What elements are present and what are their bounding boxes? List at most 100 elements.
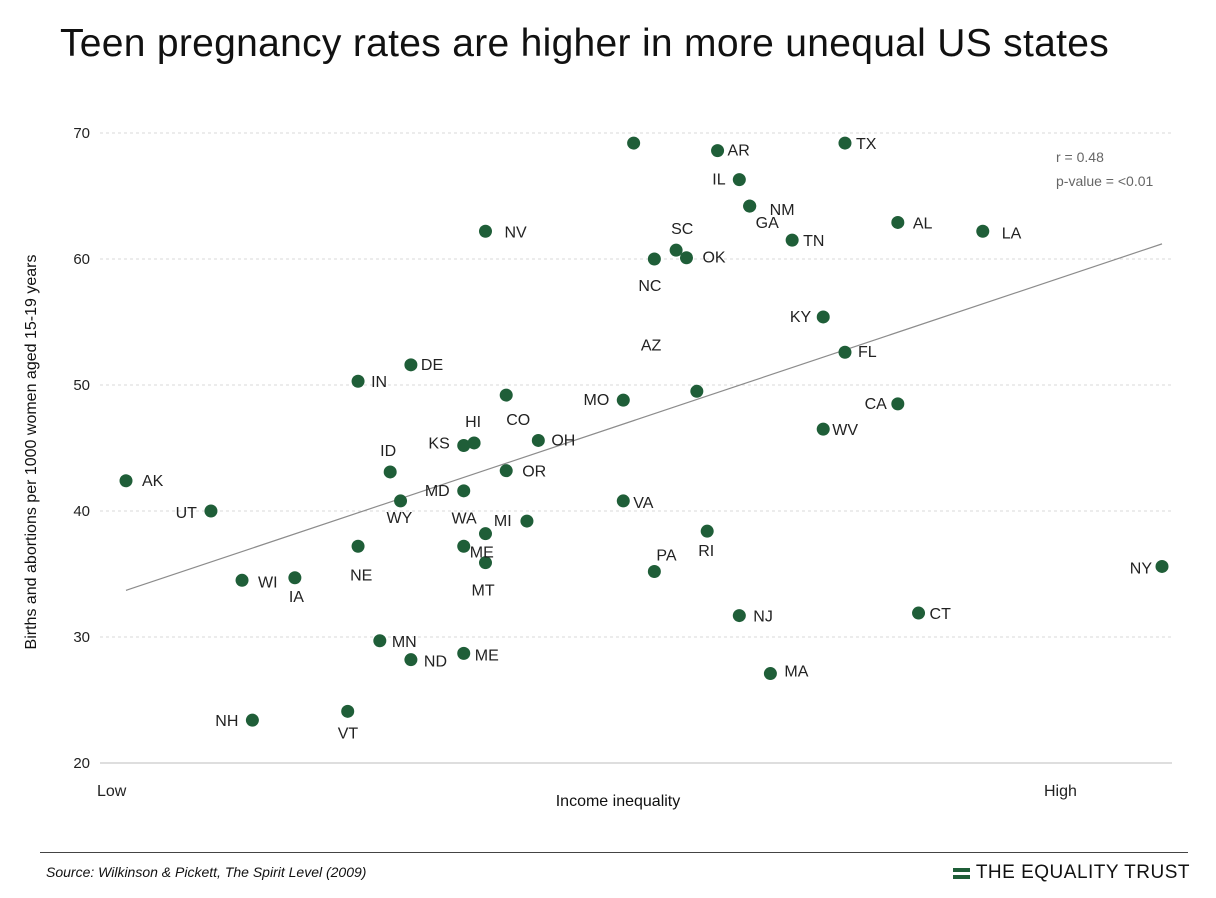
point-label-hi: HI: [465, 414, 481, 431]
data-point-me: [457, 646, 471, 660]
point-label-ut: UT: [176, 505, 198, 522]
y-axis-label: Births and abortions per 1000 women aged…: [23, 255, 40, 650]
y-tick-label: 30: [73, 629, 90, 646]
point-label-wa: WA: [451, 511, 477, 528]
brand-logo: THE EQUALITY TRUST: [952, 862, 1190, 884]
point-label-ar: AR: [728, 143, 750, 160]
data-point-mi: [520, 514, 534, 528]
point-label-nj: NJ: [753, 609, 773, 626]
data-point-az: [690, 384, 704, 398]
point-label-mt: MT: [471, 583, 494, 600]
point-label-or: OR: [522, 464, 546, 481]
point-label-wy: WY: [387, 510, 413, 527]
data-point-ut: [204, 504, 218, 518]
point-labels: AK UT WI IA NH VT NE IN DE ID WY MN ND MD KS HI WA ME MT ME…: [142, 136, 1152, 742]
data-point-la: [976, 224, 990, 238]
data-point-al: [891, 215, 905, 229]
point-label-de: DE: [421, 357, 443, 374]
point-label-mi: MI: [494, 513, 512, 530]
data-point-ar: [711, 144, 725, 158]
data-point-pa: [647, 564, 661, 578]
data-point-id: [383, 465, 397, 479]
point-label-ga: GA: [756, 215, 779, 232]
point-label-ia: IA: [289, 589, 304, 606]
point-label-il: IL: [712, 172, 725, 189]
point-label-co: CO: [506, 412, 530, 429]
data-point-ct: [912, 606, 926, 620]
data-point-fl: [838, 345, 852, 359]
point-label-nm: NM: [770, 202, 795, 219]
data-points: [119, 136, 1169, 727]
point-label-ri: RI: [698, 543, 714, 560]
data-point-or: [499, 464, 513, 478]
data-point-ia: [288, 571, 302, 585]
data-point-sc: [669, 243, 683, 257]
point-label-ne: NE: [350, 567, 372, 584]
data-point-il: [732, 173, 746, 187]
data-point-nh: [245, 713, 259, 727]
point-label-ca: CA: [865, 396, 888, 413]
data-point-hi: [467, 436, 481, 450]
point-label-al: AL: [913, 215, 933, 232]
y-axis: 20 30 40 50 60 70: [73, 125, 90, 772]
data-point-me: [457, 539, 471, 553]
data-point-wv: [816, 422, 830, 436]
data-point-va: [616, 494, 630, 508]
point-label-nv: NV: [504, 224, 527, 241]
point-label-wi: WI: [258, 574, 278, 591]
gridlines: [100, 132, 1172, 638]
stat-p-value: p-value = <0.01: [1056, 173, 1154, 189]
point-label-ny: NY: [1130, 560, 1153, 577]
point-label-ky: KY: [790, 309, 812, 326]
data-point-ak: [119, 474, 133, 488]
x-tick-low: Low: [97, 783, 127, 800]
point-label-md: MD: [425, 483, 450, 500]
data-point-nv: [478, 224, 492, 238]
point-label-nc: NC: [638, 278, 661, 295]
data-point-wy: [394, 494, 408, 508]
chart-title: Teen pregnancy rates are higher in more …: [60, 22, 1110, 65]
data-point-ny: [1155, 559, 1169, 573]
x-axis-label: Income inequality: [556, 793, 681, 810]
point-label-nd: ND: [424, 654, 447, 671]
data-point-wa: [478, 527, 492, 541]
y-tick-label: 60: [73, 251, 90, 268]
data-point-tn: [785, 233, 799, 247]
point-label-az: AZ: [641, 337, 662, 354]
stat-r: r = 0.48: [1056, 149, 1104, 165]
point-label-tn: TN: [803, 233, 824, 250]
y-tick-label: 40: [73, 503, 90, 520]
footer-divider: [40, 852, 1188, 853]
y-tick-label: 50: [73, 377, 90, 394]
data-point-nc: [647, 252, 661, 266]
data-point-mn: [373, 634, 387, 648]
data-point-oh: [531, 433, 545, 447]
data-point-ma: [763, 667, 777, 681]
point-label-mn: MN: [392, 634, 417, 651]
data-point-ks: [457, 438, 471, 452]
point-label-in: IN: [371, 374, 387, 391]
data-point-vt: [341, 704, 355, 718]
point-label-ma: MA: [784, 664, 808, 681]
data-point-ne: [351, 539, 365, 553]
y-tick-label: 70: [73, 125, 90, 142]
data-point-nd: [404, 653, 418, 667]
data-point-wi: [235, 573, 249, 587]
data-point-tx: [838, 136, 852, 150]
data-point-co: [499, 388, 513, 402]
data-point-ca: [891, 397, 905, 411]
point-label-ak: AK: [142, 473, 164, 490]
x-tick-high: High: [1044, 783, 1077, 800]
data-point-mo: [616, 393, 630, 407]
point-label-id: ID: [380, 443, 396, 460]
point-label-me: ME: [475, 647, 499, 664]
point-label-vt: VT: [338, 725, 359, 742]
point-label-ok: OK: [702, 250, 725, 267]
data-point-ri: [700, 524, 714, 538]
data-point-in: [351, 374, 365, 388]
point-label-pa: PA: [656, 547, 676, 564]
point-label-me: ME: [470, 544, 494, 561]
data-point-mt: [478, 556, 492, 570]
trend-line: [125, 243, 1163, 591]
